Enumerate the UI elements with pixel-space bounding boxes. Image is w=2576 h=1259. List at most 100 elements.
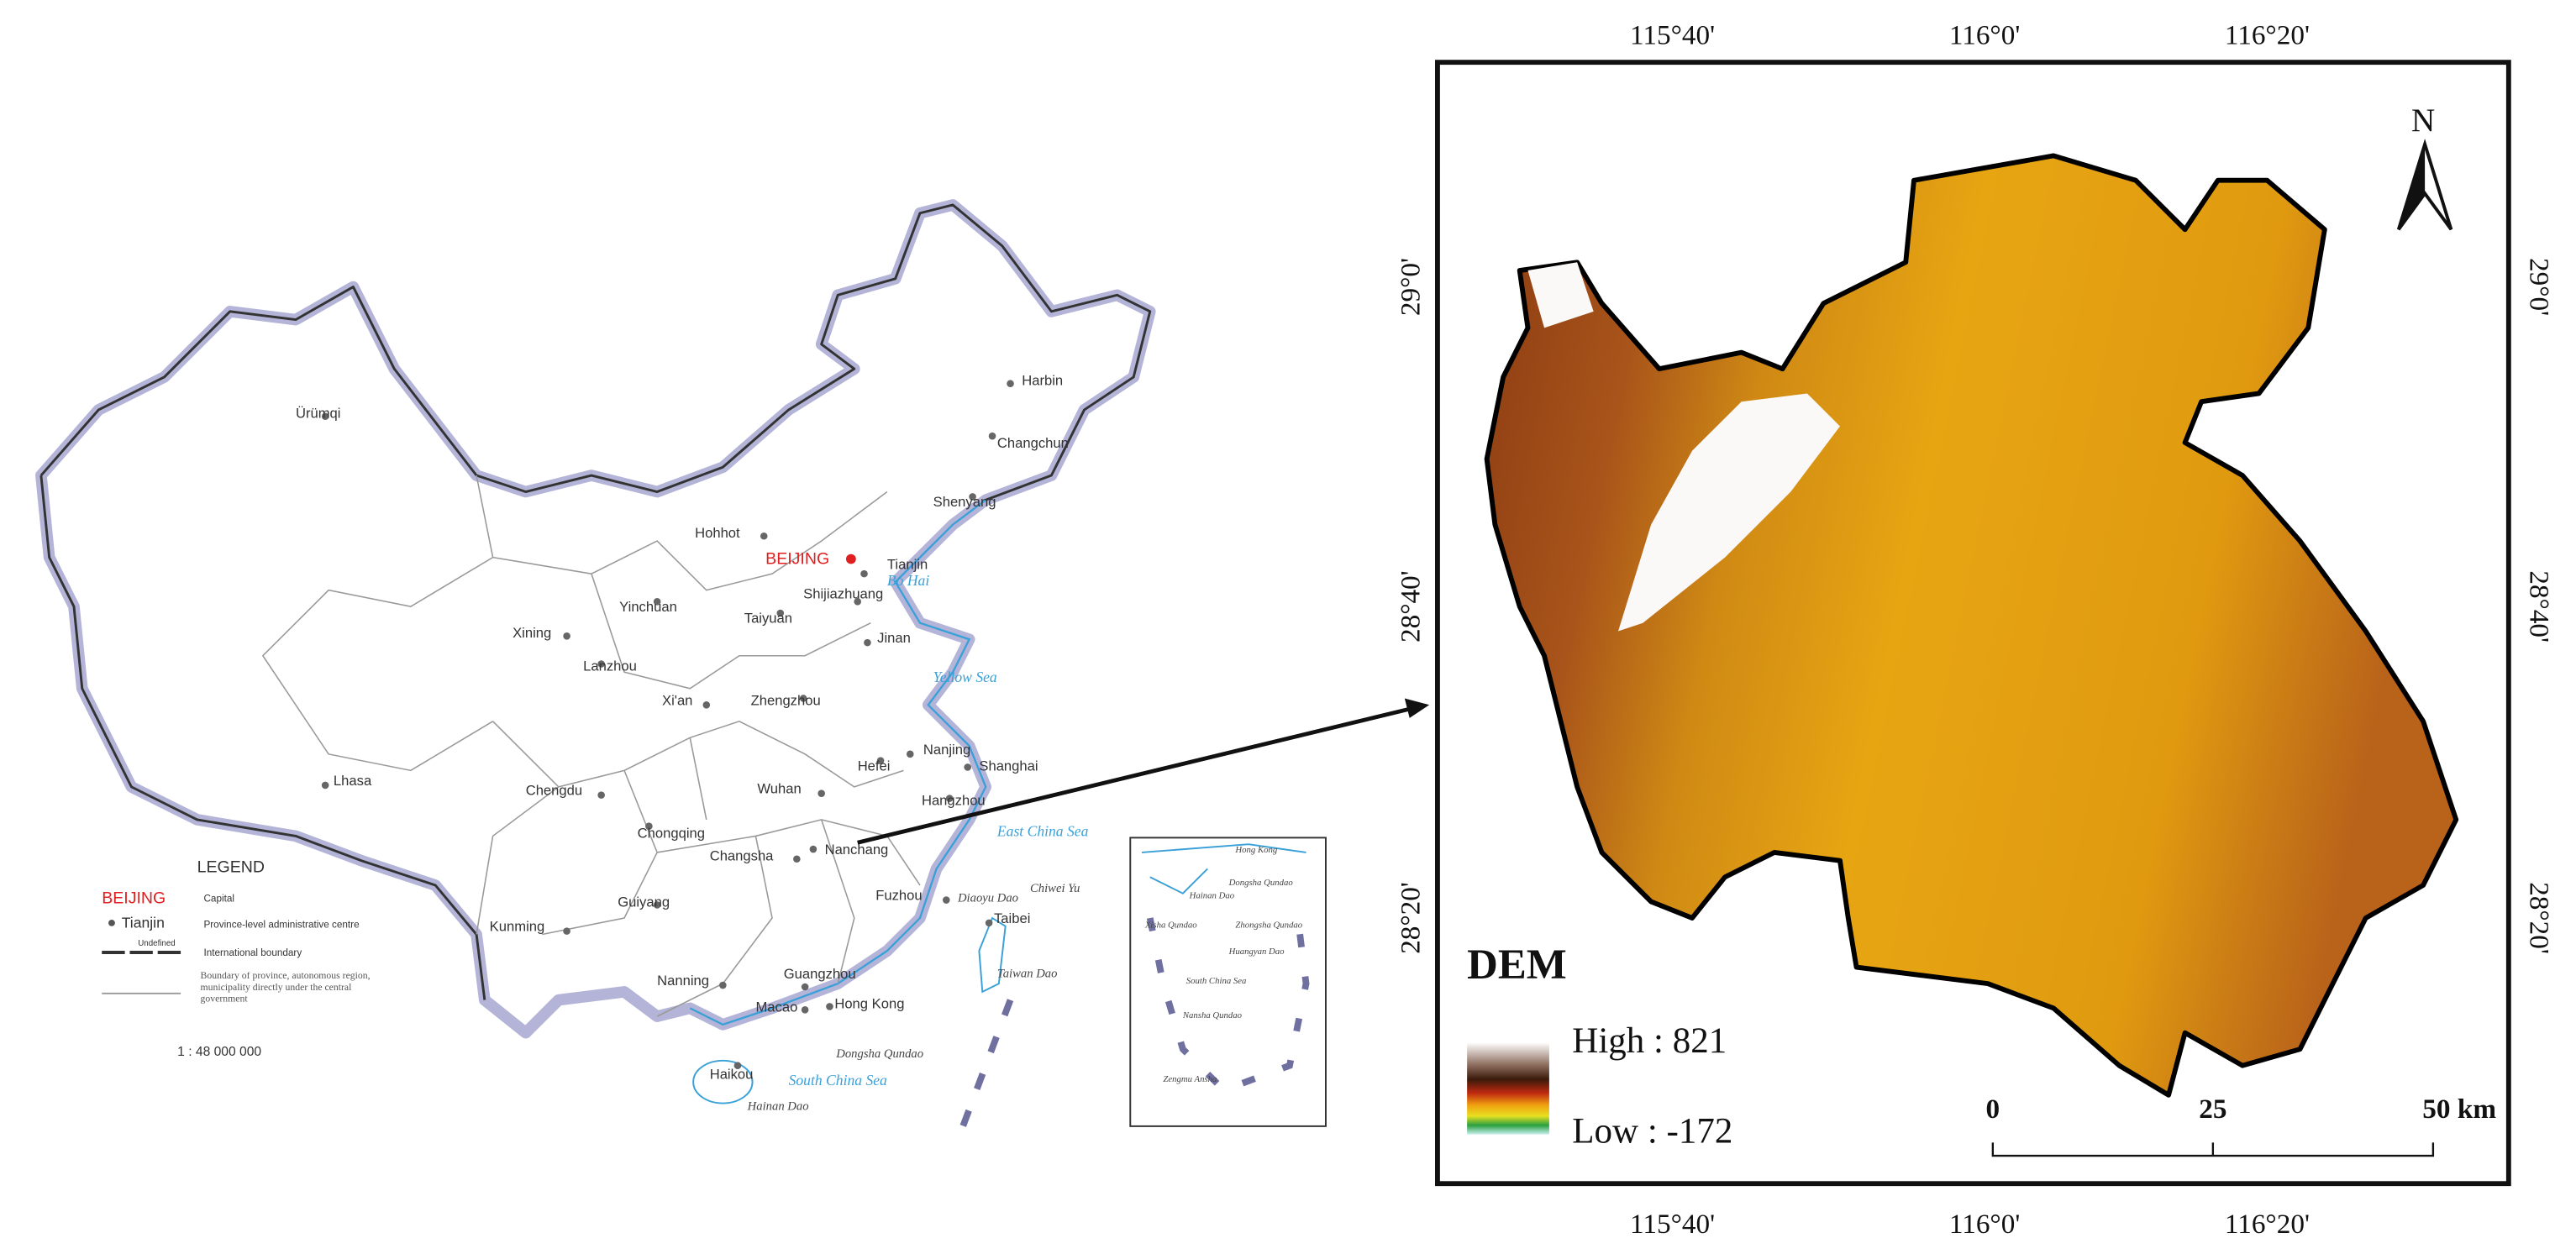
city-marker bbox=[321, 412, 329, 421]
city-label: Nanjing bbox=[923, 742, 970, 758]
city-marker bbox=[776, 609, 785, 617]
sea-label: East China Sea bbox=[996, 822, 1089, 839]
dem-title: DEM bbox=[1467, 941, 1567, 988]
city-label: Taibei bbox=[994, 910, 1030, 926]
longitude-label: 115°40' bbox=[1630, 20, 1715, 51]
longitude-label: 116°20' bbox=[2225, 1209, 2310, 1240]
sea-label: Bo Hai bbox=[887, 572, 929, 589]
legend-province-text: Boundary of province, autonomous region,… bbox=[200, 972, 371, 1005]
longitude-label: 115°40' bbox=[1630, 1209, 1715, 1240]
scale-label: 25 bbox=[2199, 1094, 2226, 1125]
city-marker bbox=[597, 660, 605, 668]
legend-centre: Tianjin bbox=[122, 915, 165, 931]
city-marker bbox=[702, 700, 711, 709]
legend-dot bbox=[108, 919, 115, 926]
inset-label: Zengmu Ansha bbox=[1163, 1074, 1217, 1084]
country-outline bbox=[35, 199, 1156, 1039]
city-marker bbox=[906, 750, 914, 758]
latitude-label: 28°20' bbox=[1395, 882, 1426, 954]
city-label: Hefei bbox=[858, 758, 891, 774]
inset-boundary bbox=[1146, 917, 1310, 1094]
city-label: Changsha bbox=[710, 848, 774, 864]
city-marker bbox=[1007, 380, 1014, 388]
inset-label: Zhongsha Qundao bbox=[1235, 921, 1302, 931]
dem-high: High : 821 bbox=[1572, 1021, 1727, 1061]
city-marker bbox=[793, 855, 801, 863]
dem-peaks bbox=[1527, 262, 1840, 632]
city-label: Xining bbox=[513, 625, 551, 641]
inset-label: Dongsha Qundao bbox=[1228, 878, 1294, 888]
longitude-label: 116°0' bbox=[1949, 20, 2021, 51]
city-marker bbox=[321, 781, 329, 789]
city-marker bbox=[969, 493, 976, 501]
city-label: Guiyang bbox=[618, 894, 670, 910]
china-map: BEIJING Ürümqi Harbin Changchun Shenyang Hoh… bbox=[35, 199, 1430, 1133]
city-label: Fuzhou bbox=[875, 888, 922, 904]
map-legend: LEGEND BEIJING Capital Tianjin Province-… bbox=[102, 858, 371, 1059]
island-label: Chiwei Yu bbox=[1030, 882, 1080, 895]
map-scale: 1 : 48 000 000 bbox=[177, 1045, 261, 1059]
city-layer: Ürümqi Harbin Changchun Shenyang Hohhot Tianj… bbox=[296, 373, 1303, 1114]
legend-centre-text: Province-level administrative centre bbox=[203, 920, 359, 931]
city-label: Kunming bbox=[490, 919, 545, 935]
city-marker bbox=[854, 598, 861, 606]
legend-undefined: Undefined bbox=[138, 939, 175, 948]
longitude-label: 116°0' bbox=[1949, 1209, 2021, 1240]
city-marker bbox=[653, 901, 661, 909]
city-marker bbox=[876, 757, 885, 764]
city-marker bbox=[799, 695, 807, 702]
inset-label: Hainan Dao bbox=[1189, 891, 1235, 901]
city-marker bbox=[563, 927, 570, 935]
city-marker bbox=[653, 598, 661, 606]
dem-surface bbox=[1484, 153, 2459, 1098]
city-marker bbox=[645, 822, 653, 831]
scale-label: 0 bbox=[1986, 1094, 2000, 1125]
city-label: Macao bbox=[755, 999, 797, 1015]
city-label: Guangzhou bbox=[784, 966, 856, 982]
city-label: Chengdu bbox=[526, 783, 582, 799]
island-label: Taiwan Dao bbox=[997, 967, 1058, 980]
city-marker bbox=[597, 791, 605, 799]
city-label: Lhasa bbox=[334, 773, 372, 789]
scale-label: 50 km bbox=[2422, 1094, 2496, 1125]
city-label: Yinchuan bbox=[619, 599, 677, 615]
inset-label: Hong Kong bbox=[1234, 845, 1277, 855]
pointer-arrow bbox=[857, 706, 1414, 845]
longitude-label: 116°20' bbox=[2225, 20, 2310, 51]
city-marker bbox=[826, 1003, 833, 1010]
city-marker bbox=[563, 632, 570, 640]
north-label: N bbox=[2411, 102, 2435, 139]
city-label: Xi'an bbox=[662, 692, 692, 708]
city-label: Hong Kong bbox=[834, 995, 904, 1011]
city-label: Jinan bbox=[877, 630, 911, 646]
city-label: Hohhot bbox=[695, 525, 740, 541]
city-marker bbox=[864, 638, 871, 647]
coordinate-labels: 115°40' 115°40' 116°0' 116°0' 116°20' 116°20'… bbox=[1395, 20, 2554, 1240]
island-label: Diaoyu Dao bbox=[957, 892, 1018, 905]
city-marker bbox=[817, 789, 825, 797]
inset-label: South China Sea bbox=[1186, 976, 1247, 986]
capital-label: BEIJING bbox=[765, 549, 829, 568]
city-marker bbox=[964, 763, 972, 771]
legend-capital-text: Capital bbox=[203, 894, 234, 905]
city-marker bbox=[988, 432, 996, 440]
city-label: Nanning bbox=[657, 973, 709, 989]
latitude-label: 29°0' bbox=[1395, 258, 1426, 316]
latitude-label: 28°40' bbox=[1395, 570, 1426, 643]
arrow-head bbox=[1404, 698, 1430, 718]
sea-label: Yellow Sea bbox=[933, 669, 997, 685]
legend-province-box: Boundary of province, autonomous region,… bbox=[200, 972, 371, 1005]
city-label: Harbin bbox=[1022, 373, 1063, 389]
dem-low: Low : -172 bbox=[1572, 1111, 1732, 1151]
latitude-label: 28°20' bbox=[2523, 882, 2554, 954]
city-label: Lanzhou bbox=[583, 658, 637, 674]
city-label: Shanghai bbox=[979, 758, 1038, 774]
city-marker bbox=[801, 1006, 809, 1014]
dem-map: N DEM High : 821 Low : -172 115°40'115°4… bbox=[1395, 20, 2554, 1240]
inset-label: Huangyan Dao bbox=[1228, 947, 1285, 957]
city-marker bbox=[733, 1062, 742, 1069]
city-label: Ürümqi bbox=[296, 406, 341, 422]
inset-frame bbox=[1129, 837, 1327, 1127]
north-arrow-half bbox=[2398, 144, 2426, 230]
